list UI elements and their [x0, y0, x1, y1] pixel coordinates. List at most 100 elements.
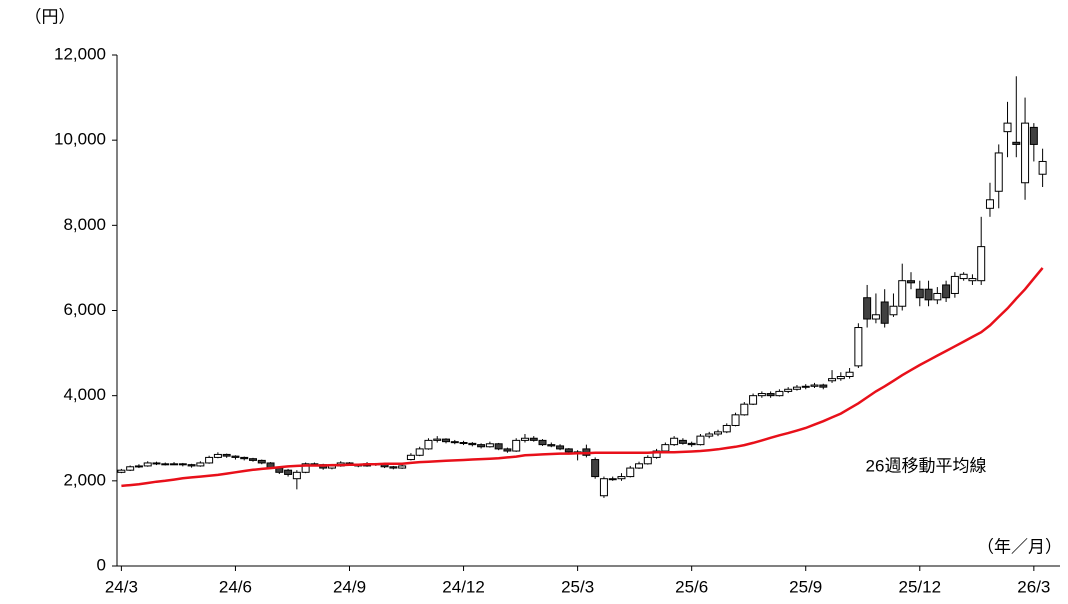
candle-body [442, 438, 451, 443]
candle-body [661, 444, 670, 452]
y-tick-label: 8,000 [63, 215, 106, 234]
candle-body [950, 275, 959, 294]
candle-body [389, 466, 398, 469]
candle-body [301, 463, 310, 473]
candle-body [1021, 122, 1030, 184]
x-tick-label: 24/3 [105, 577, 138, 596]
candle-body [415, 448, 424, 456]
candle-body [134, 465, 143, 468]
candle-body [485, 443, 494, 448]
candle-body [248, 458, 257, 461]
candle-body [494, 443, 503, 450]
x-tick-label: 25/12 [899, 577, 942, 596]
candle-body [547, 444, 556, 447]
candle-body [424, 439, 433, 450]
x-unit: （年／月） [977, 537, 1062, 556]
candle-body [608, 478, 617, 481]
y-tick-label: 0 [97, 555, 106, 574]
candle-body [1038, 160, 1047, 175]
candle-body [854, 327, 863, 367]
candle-body [170, 463, 179, 466]
candle-body [924, 288, 933, 301]
candle-body [915, 288, 924, 299]
candle-body [643, 456, 652, 465]
candle-body [898, 280, 907, 307]
candle-body [126, 466, 135, 471]
x-tick-label: 26/3 [1017, 577, 1050, 596]
candle-body [889, 305, 898, 316]
candle-body [977, 246, 986, 282]
y-tick-label: 6,000 [63, 300, 106, 319]
candle-body [696, 435, 705, 446]
y-tick-label: 4,000 [63, 385, 106, 404]
candle-body [749, 395, 758, 405]
candle-body [433, 438, 442, 441]
candle-body [205, 456, 214, 464]
candle-body [143, 462, 152, 467]
candle-body [740, 403, 749, 416]
candle-body [529, 437, 538, 441]
candle-body [222, 453, 231, 457]
candle-body [994, 152, 1003, 192]
candle-body [564, 448, 573, 453]
candle-body [556, 445, 565, 450]
y-tick-label: 10,000 [54, 130, 106, 149]
candle-body [459, 442, 468, 445]
moving-average-line [121, 267, 1044, 488]
candle-body [406, 454, 415, 461]
candle-body [477, 444, 486, 448]
candle-body [117, 469, 126, 473]
candle-body [863, 297, 872, 320]
candle-body [722, 424, 731, 433]
moving-average-label: 26週移動平均線 [866, 456, 987, 475]
candle-body [985, 199, 994, 209]
candle-body [942, 284, 951, 299]
candle-body [784, 388, 793, 392]
candle-body [178, 463, 187, 466]
candle-body [284, 469, 293, 475]
candle-body [538, 439, 547, 446]
candle-body [231, 455, 240, 458]
candle-body [599, 478, 608, 497]
candle-body [468, 442, 477, 446]
candle-body [670, 437, 679, 446]
candle-body [187, 464, 196, 467]
candle-body [257, 459, 266, 464]
candle-body [687, 442, 696, 446]
candle-body [757, 393, 766, 397]
x-tick-label: 24/12 [442, 577, 485, 596]
candle-body [512, 439, 521, 452]
candle-body [292, 471, 301, 480]
candle-body [678, 439, 687, 444]
candle-body [626, 467, 635, 478]
candle-body [801, 385, 810, 388]
candle-body [933, 292, 942, 301]
candle-body [907, 280, 916, 284]
candle-body [713, 431, 722, 435]
candle-body [959, 273, 968, 280]
candle-body [213, 453, 222, 458]
candle-body [1029, 126, 1038, 145]
candle-body [828, 378, 837, 382]
candle-body [968, 278, 977, 282]
candle-body [591, 459, 600, 478]
x-tick-label: 24/9 [333, 577, 366, 596]
candle-body [792, 386, 801, 390]
candle-body [810, 384, 819, 387]
candle-body [775, 390, 784, 397]
candle-body [196, 462, 205, 467]
candle-body [398, 465, 407, 469]
candle-body [705, 433, 714, 437]
y-unit: （円） [25, 7, 76, 26]
candle-body [652, 450, 661, 458]
candle-body [520, 437, 529, 441]
x-tick-label: 25/3 [561, 577, 594, 596]
candle-body [152, 462, 161, 465]
candle-body [880, 301, 889, 324]
candle-body [161, 463, 170, 466]
candle-body [819, 384, 828, 388]
x-tick-label: 25/9 [789, 577, 822, 596]
candle-body [240, 456, 249, 460]
candle-body [845, 371, 854, 378]
